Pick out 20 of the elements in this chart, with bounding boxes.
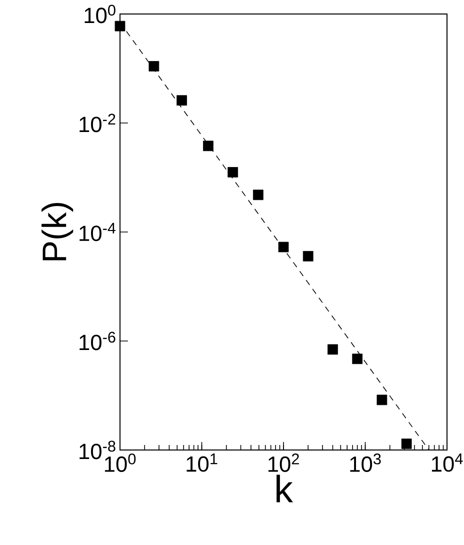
point [203,140,214,152]
y-tick-label: 10$^{0}$ [84,4,116,24]
x-tick-label: 10$^{2}$ [268,454,299,472]
point [228,167,238,178]
y-tick-label: 10$^{-4}$ [80,222,116,242]
x-axis-title: k [276,474,294,502]
y-axis-title: P(k) [42,203,74,260]
x-tick-label: 10$^{1}$ [186,454,218,472]
x-tick-label: 10$^{4}$ [432,454,463,472]
point [328,344,338,355]
y-tick-label: 10$^{-2}$ [80,114,116,132]
point [352,354,363,364]
x-tick-label: 10$^{3}$ [350,454,381,472]
point [252,190,264,200]
point [401,438,412,449]
y-tick-label: 10$^{-6}$ [80,332,116,350]
point [302,251,314,262]
point [176,95,187,106]
point [376,394,388,406]
point [278,242,289,252]
